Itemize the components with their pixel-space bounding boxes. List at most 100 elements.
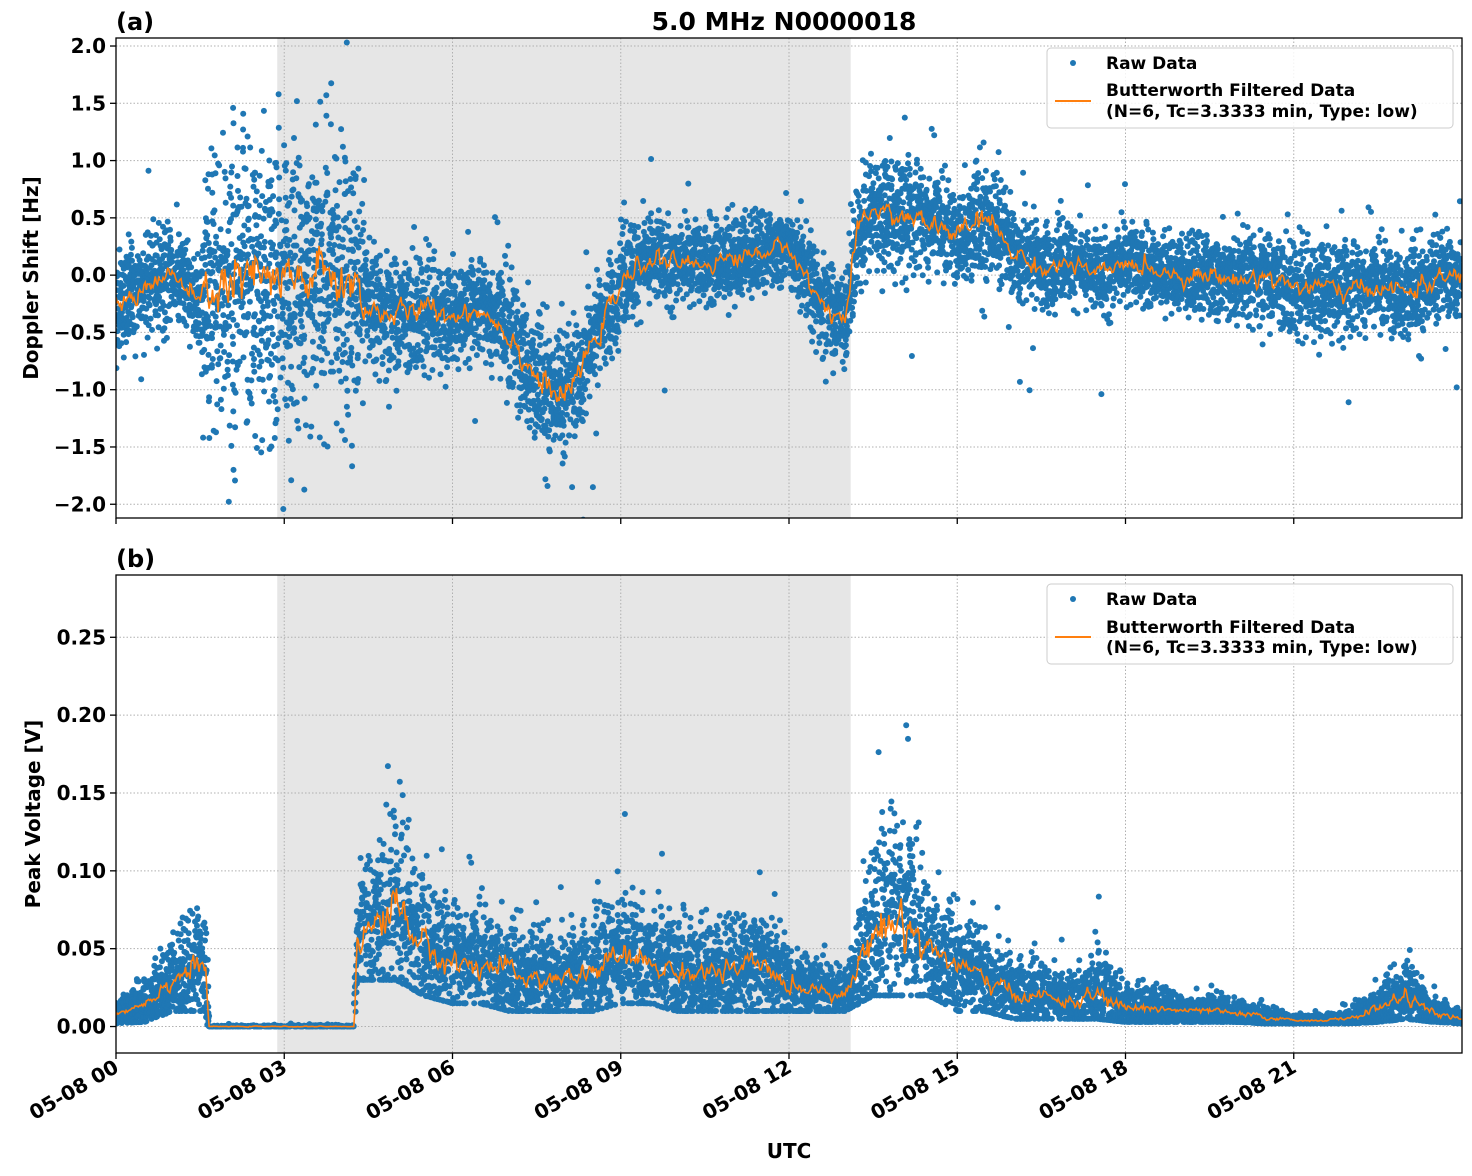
raw-data-point — [270, 193, 276, 199]
raw-data-point — [721, 294, 727, 300]
raw-data-point — [903, 275, 909, 281]
raw-data-point — [545, 434, 551, 440]
raw-data-point — [594, 267, 600, 273]
raw-data-point — [230, 382, 236, 388]
raw-data-point — [317, 434, 323, 440]
raw-data-point — [213, 234, 219, 240]
raw-data-point — [925, 257, 931, 263]
raw-data-point — [595, 382, 601, 388]
raw-data-point — [813, 318, 819, 324]
raw-data-point — [231, 467, 237, 473]
raw-data-point — [602, 355, 608, 361]
raw-data-point — [283, 160, 289, 166]
raw-data-point — [315, 326, 321, 332]
raw-data-point — [309, 174, 315, 180]
raw-data-point — [248, 377, 254, 383]
raw-data-point — [925, 265, 931, 271]
raw-data-point — [356, 245, 362, 251]
raw-data-point — [513, 288, 519, 294]
raw-data-point — [608, 262, 614, 268]
raw-data-point — [940, 175, 946, 181]
raw-data-point — [331, 242, 337, 248]
raw-data-point — [371, 239, 377, 245]
raw-data-point — [155, 312, 161, 318]
raw-data-point — [214, 401, 220, 407]
raw-data-point — [225, 367, 231, 373]
raw-data-point — [696, 226, 702, 232]
raw-data-point — [266, 399, 272, 405]
raw-data-point — [879, 288, 885, 294]
raw-data-point — [431, 248, 437, 254]
raw-data-point — [732, 304, 738, 310]
raw-data-point — [240, 127, 246, 133]
raw-data-point — [537, 342, 543, 348]
raw-data-point — [218, 343, 224, 349]
raw-data-point — [223, 175, 229, 181]
raw-data-point — [846, 230, 852, 236]
raw-data-point — [931, 132, 937, 138]
raw-data-point — [537, 311, 543, 317]
raw-data-point — [895, 160, 901, 166]
raw-data-point — [402, 260, 408, 266]
raw-data-point — [393, 261, 399, 267]
raw-data-point — [213, 285, 219, 291]
raw-data-point — [212, 325, 218, 331]
raw-data-point — [762, 290, 768, 296]
raw-data-point — [271, 301, 277, 307]
raw-data-point — [384, 248, 390, 254]
raw-data-point — [228, 170, 234, 176]
raw-data-point — [339, 428, 345, 434]
raw-data-point — [714, 223, 720, 229]
raw-data-point — [353, 388, 359, 394]
raw-data-point — [126, 231, 132, 237]
raw-data-point — [696, 298, 702, 304]
raw-data-point — [382, 325, 388, 331]
raw-data-point — [562, 454, 568, 460]
raw-data-point — [266, 337, 272, 343]
raw-data-point — [455, 366, 461, 372]
raw-data-point — [355, 166, 361, 172]
raw-data-point — [261, 108, 267, 114]
raw-data-point — [343, 215, 349, 221]
raw-data-point — [918, 183, 924, 189]
raw-data-point — [247, 395, 253, 401]
raw-data-point — [844, 350, 850, 356]
raw-data-point — [301, 333, 307, 339]
raw-data-point — [436, 349, 442, 355]
raw-data-point — [866, 268, 872, 274]
raw-data-point — [593, 353, 599, 359]
raw-data-point — [226, 352, 232, 358]
raw-data-point — [244, 329, 250, 335]
raw-data-point — [294, 399, 300, 405]
raw-data-point — [685, 181, 691, 187]
raw-data-point — [470, 272, 476, 278]
raw-data-point — [500, 292, 506, 298]
raw-data-point — [515, 309, 521, 315]
raw-data-point — [526, 407, 532, 413]
raw-data-point — [344, 388, 350, 394]
raw-data-point — [340, 144, 346, 150]
raw-data-point — [128, 303, 134, 309]
raw-data-point — [350, 248, 356, 254]
raw-data-point — [439, 281, 445, 287]
raw-data-point — [334, 336, 340, 342]
raw-data-point — [305, 183, 311, 189]
raw-data-point — [208, 145, 214, 151]
raw-data-point — [334, 203, 340, 209]
raw-data-point — [501, 318, 507, 324]
raw-data-point — [926, 279, 932, 285]
raw-data-point — [631, 229, 637, 235]
raw-data-point — [344, 40, 350, 46]
raw-data-point — [149, 327, 155, 333]
raw-data-point — [709, 278, 715, 284]
raw-data-point — [245, 311, 251, 317]
raw-data-point — [132, 353, 138, 359]
raw-data-point — [249, 401, 255, 407]
raw-data-point — [841, 366, 847, 372]
raw-data-point — [900, 199, 906, 205]
raw-data-point — [413, 281, 419, 287]
raw-data-point — [345, 412, 351, 418]
raw-data-point — [648, 219, 654, 225]
raw-data-point — [224, 252, 230, 258]
raw-data-point — [274, 417, 280, 423]
